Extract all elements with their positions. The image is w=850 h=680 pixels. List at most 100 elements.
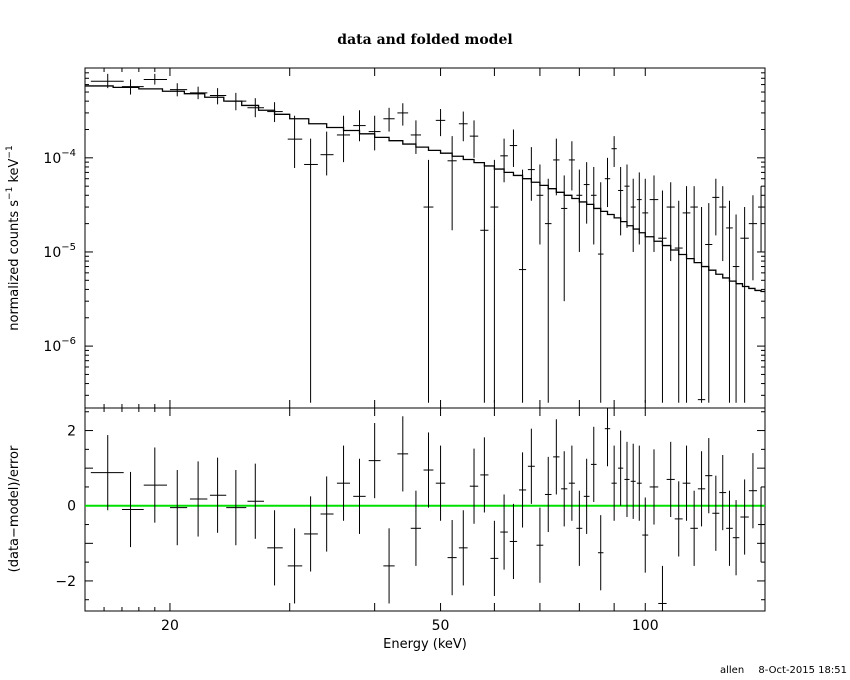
data-point bbox=[553, 138, 560, 196]
data-point bbox=[576, 169, 583, 252]
x-axis-label: Energy (keV) bbox=[383, 637, 467, 652]
residual-point bbox=[568, 445, 575, 521]
data-point bbox=[624, 164, 630, 228]
y-tick-exponent: −5 bbox=[61, 242, 76, 253]
residual-point bbox=[368, 423, 381, 499]
footer-timestamp: 8-Oct-2015 18:51 bbox=[758, 665, 847, 676]
residual-point bbox=[726, 490, 733, 566]
data-point bbox=[719, 186, 727, 262]
residual-point bbox=[682, 445, 691, 521]
residual-point bbox=[649, 449, 659, 525]
residual-point bbox=[247, 463, 265, 539]
residual-point bbox=[630, 443, 636, 519]
footer-user: allen bbox=[720, 665, 744, 676]
chart-title: data and folded model bbox=[337, 32, 512, 48]
residual-point bbox=[748, 453, 758, 529]
data-point bbox=[143, 73, 167, 85]
data-point bbox=[590, 166, 597, 245]
data-point bbox=[458, 111, 468, 142]
residual-point bbox=[469, 448, 479, 524]
residual-point bbox=[527, 428, 535, 504]
y-tick-base: 10 bbox=[43, 151, 61, 167]
data-point bbox=[383, 107, 395, 132]
residual-point bbox=[561, 451, 568, 527]
data-point bbox=[561, 175, 568, 302]
data-point bbox=[690, 186, 698, 262]
data-point bbox=[267, 102, 283, 123]
data-point bbox=[500, 138, 508, 183]
data-point bbox=[674, 200, 683, 403]
data-point bbox=[658, 190, 667, 403]
residual-point bbox=[636, 445, 642, 521]
data-point bbox=[509, 129, 518, 167]
residual-point bbox=[590, 426, 597, 502]
data-point bbox=[597, 182, 604, 403]
residual-point bbox=[658, 565, 667, 611]
residual-point bbox=[666, 441, 675, 518]
y-tick-exponent: −6 bbox=[61, 336, 76, 347]
data-point bbox=[583, 162, 590, 224]
y-tick-label-bottom: 0 bbox=[67, 499, 76, 515]
residual-point bbox=[758, 486, 765, 563]
data-point bbox=[758, 186, 765, 252]
residual-point bbox=[544, 456, 552, 533]
data-point bbox=[397, 103, 409, 126]
y-tick-base: 10 bbox=[43, 339, 61, 355]
residual-point bbox=[740, 479, 749, 555]
residual-point bbox=[576, 490, 583, 566]
y-tick-label: 10−4 bbox=[43, 148, 76, 167]
residual-point bbox=[143, 447, 167, 523]
data-point bbox=[705, 203, 713, 403]
y-tick-exponent: −4 bbox=[61, 148, 76, 159]
data-point bbox=[304, 138, 318, 403]
data-point bbox=[712, 178, 720, 236]
y-tick-label: 10−6 bbox=[43, 336, 76, 355]
data-point bbox=[642, 178, 649, 403]
data-point bbox=[336, 115, 351, 163]
data-point bbox=[618, 166, 624, 236]
residual-point bbox=[435, 445, 446, 521]
residual-point bbox=[287, 528, 303, 604]
data-point bbox=[209, 88, 227, 105]
residual-point bbox=[397, 416, 409, 492]
x-tick-label: 20 bbox=[161, 618, 179, 634]
residual-point bbox=[611, 445, 617, 521]
data-point bbox=[604, 157, 611, 208]
residual-point bbox=[712, 475, 720, 551]
data-point bbox=[90, 73, 124, 89]
residual-point bbox=[509, 503, 518, 580]
y-tick-base: 10 bbox=[43, 245, 61, 261]
residual-point bbox=[480, 437, 489, 513]
bottom-panel-frame bbox=[84, 407, 766, 612]
data-point bbox=[353, 110, 366, 142]
data-point bbox=[611, 136, 617, 167]
residual-point bbox=[423, 432, 434, 508]
data-point bbox=[630, 178, 636, 252]
residual-point bbox=[490, 520, 499, 596]
residual-point bbox=[90, 435, 124, 511]
residual-point bbox=[304, 496, 318, 572]
y-tick-label-bottom: −2 bbox=[55, 574, 76, 590]
residual-point bbox=[500, 494, 508, 570]
y-tick-label-bottom: 2 bbox=[67, 424, 76, 440]
data-point bbox=[536, 164, 544, 245]
residual-point bbox=[447, 520, 457, 596]
residual-point bbox=[642, 497, 649, 573]
residual-point bbox=[583, 458, 590, 534]
residual-point bbox=[697, 451, 706, 527]
data-point bbox=[287, 115, 303, 168]
residual-point bbox=[674, 481, 683, 557]
data-point bbox=[121, 79, 144, 95]
data-point bbox=[682, 186, 691, 403]
data-point bbox=[368, 115, 381, 151]
x-tick-label: 100 bbox=[632, 618, 659, 634]
data-point bbox=[568, 141, 575, 191]
y-axis-label-main: normalized counts s bbox=[7, 200, 22, 331]
data-point bbox=[527, 147, 535, 201]
residual-point bbox=[690, 490, 698, 566]
y-axis-label-unit: keV bbox=[7, 158, 22, 186]
residual-point bbox=[121, 471, 144, 548]
residual-point bbox=[189, 461, 208, 537]
residual-point bbox=[169, 470, 188, 546]
